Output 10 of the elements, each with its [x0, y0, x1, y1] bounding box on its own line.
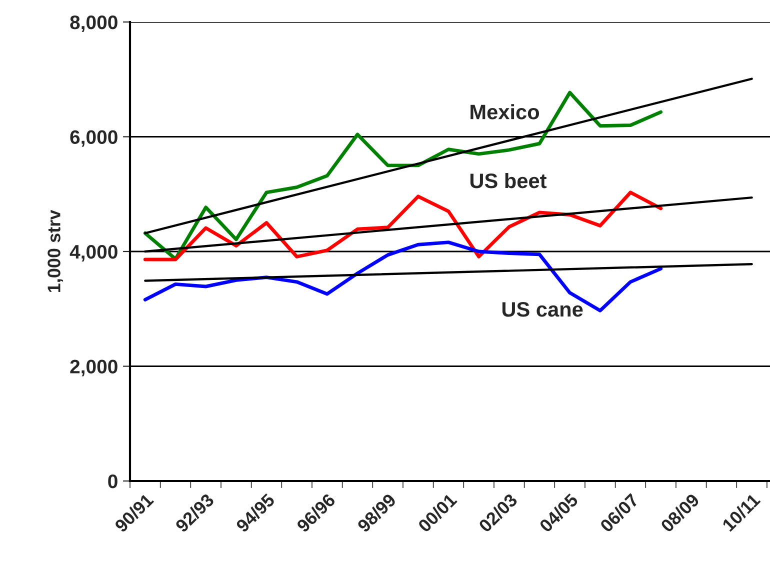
y-tick-label: 2,000 — [70, 360, 118, 376]
y-tick-label: 6,000 — [70, 130, 118, 147]
line-series — [143, 90, 663, 261]
y-tick-label: 8,000 — [70, 15, 118, 32]
y-axis-title: 1,000 strv — [48, 210, 64, 292]
y-tick-label: 4,000 — [70, 244, 118, 262]
series-label: US cane — [502, 302, 583, 317]
y-tick-label: 0 — [108, 474, 118, 488]
series-label: US beet — [470, 172, 547, 188]
series-label: Mexico — [470, 104, 540, 120]
